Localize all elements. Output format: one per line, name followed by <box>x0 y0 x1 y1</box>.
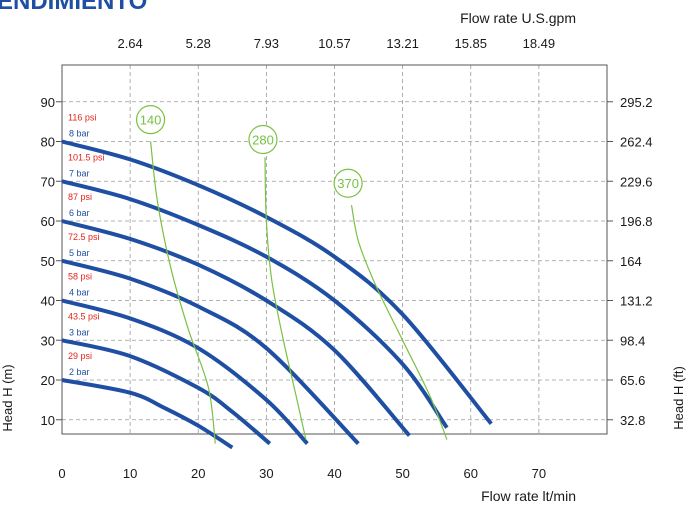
air-curve-badge-370 <box>333 168 363 198</box>
psi-label: 116 psi <box>68 113 96 123</box>
air-curve-label-140: 140 <box>140 113 162 128</box>
x-top-tick-label: 7.93 <box>254 36 279 51</box>
chart-title: ENDIMIENTO <box>0 0 147 15</box>
air-curve-280 <box>264 157 307 440</box>
pressure-curve-4-bar <box>61 298 309 445</box>
y-tick-label: 40 <box>41 294 55 309</box>
y2-tick-label: 262.4 <box>620 135 653 150</box>
y-tick-label: 20 <box>41 373 55 388</box>
psi-label: 72.5 psi <box>68 232 100 242</box>
y-tick-label: 30 <box>41 333 55 348</box>
bar-label: 5 bar <box>69 248 90 258</box>
x-top-tick-label: 2.64 <box>117 36 142 51</box>
x-tick-label: 70 <box>532 466 546 481</box>
air-curve-label-370: 370 <box>337 176 359 191</box>
y-tick-label: 70 <box>41 174 55 189</box>
plot-border <box>61 64 608 435</box>
pressure-curve-8-bar <box>61 139 493 425</box>
bar-label: 3 bar <box>69 327 90 337</box>
x-tick-label: 0 <box>58 466 65 481</box>
grid-lines <box>62 65 607 434</box>
psi-label: 58 psi <box>68 272 92 282</box>
bar-label: 7 bar <box>69 168 90 178</box>
y-tick-label: 10 <box>41 413 55 428</box>
psi-label: 101.5 psi <box>68 152 105 162</box>
psi-label: 29 psi <box>68 351 92 361</box>
x-tick-label: 30 <box>259 466 273 481</box>
y2-tick-label: 164 <box>620 254 642 269</box>
top-axis-title: Flow rate U.S.gpm <box>460 10 576 26</box>
plot-frame <box>56 64 613 435</box>
air-curve-370 <box>350 204 448 440</box>
y2-tick-label: 131.2 <box>620 294 653 309</box>
y-axis-label: Head H (m) <box>0 364 15 431</box>
air-curve-badge-280 <box>248 124 278 155</box>
curve-labels: 29 psi 2 bar 43.5 psi 3 bar 58 psi 4 bar 72.5 … <box>68 113 105 378</box>
x-top-tick-label: 10.57 <box>318 36 351 51</box>
y2-tick-label: 65.6 <box>620 373 645 388</box>
pressure-curve-3-bar <box>61 338 272 446</box>
x-top-tick-label: 18.49 <box>523 36 556 51</box>
x-axis-label: Flow rate lt/min <box>481 488 576 504</box>
y-tick-label: 80 <box>41 135 55 150</box>
air-curve-badge-140 <box>135 105 166 135</box>
y-tick-label: 50 <box>41 254 55 269</box>
pressure-curve-2-bar <box>61 378 234 450</box>
pressure-curve-7-bar <box>61 179 449 429</box>
x-tick-label: 50 <box>395 466 409 481</box>
y-tick-label: 60 <box>41 214 55 229</box>
pressure-curve-6-bar <box>61 219 411 437</box>
x-tick-label: 10 <box>123 466 137 481</box>
air-consumption-curves: 140 280 370 <box>135 105 448 444</box>
y2-tick-label: 229.6 <box>620 174 653 189</box>
bar-label: 2 bar <box>69 367 90 377</box>
air-curve-140 <box>150 141 216 444</box>
x-top-tick-label: 5.28 <box>186 36 211 51</box>
x-top-tick-label: 13.21 <box>386 36 419 51</box>
x-tick-label: 20 <box>191 466 205 481</box>
pressure-curves <box>61 139 493 450</box>
y2-tick-label: 196.8 <box>620 214 653 229</box>
y2-axis-label: Head H (ft) <box>671 366 686 430</box>
air-curve-label-280: 280 <box>252 133 274 148</box>
bar-label: 6 bar <box>69 208 90 218</box>
tick-labels: 10 20 30 40 50 60 70 80 90 32.8 65.6 98.4 131.2 164 19… <box>41 36 653 481</box>
x-top-tick-label: 15.85 <box>454 36 487 51</box>
psi-label: 87 psi <box>68 192 92 202</box>
y2-tick-label: 295.2 <box>620 95 653 110</box>
psi-label: 43.5 psi <box>68 311 100 321</box>
x-tick-label: 60 <box>464 466 478 481</box>
x-tick-label: 40 <box>327 466 341 481</box>
bar-label: 4 bar <box>69 288 90 298</box>
pressure-curve-5-bar <box>61 258 360 445</box>
y2-tick-label: 32.8 <box>620 413 645 428</box>
y2-tick-label: 98.4 <box>620 333 645 348</box>
bar-label: 8 bar <box>69 129 90 139</box>
y-tick-label: 90 <box>41 95 55 110</box>
